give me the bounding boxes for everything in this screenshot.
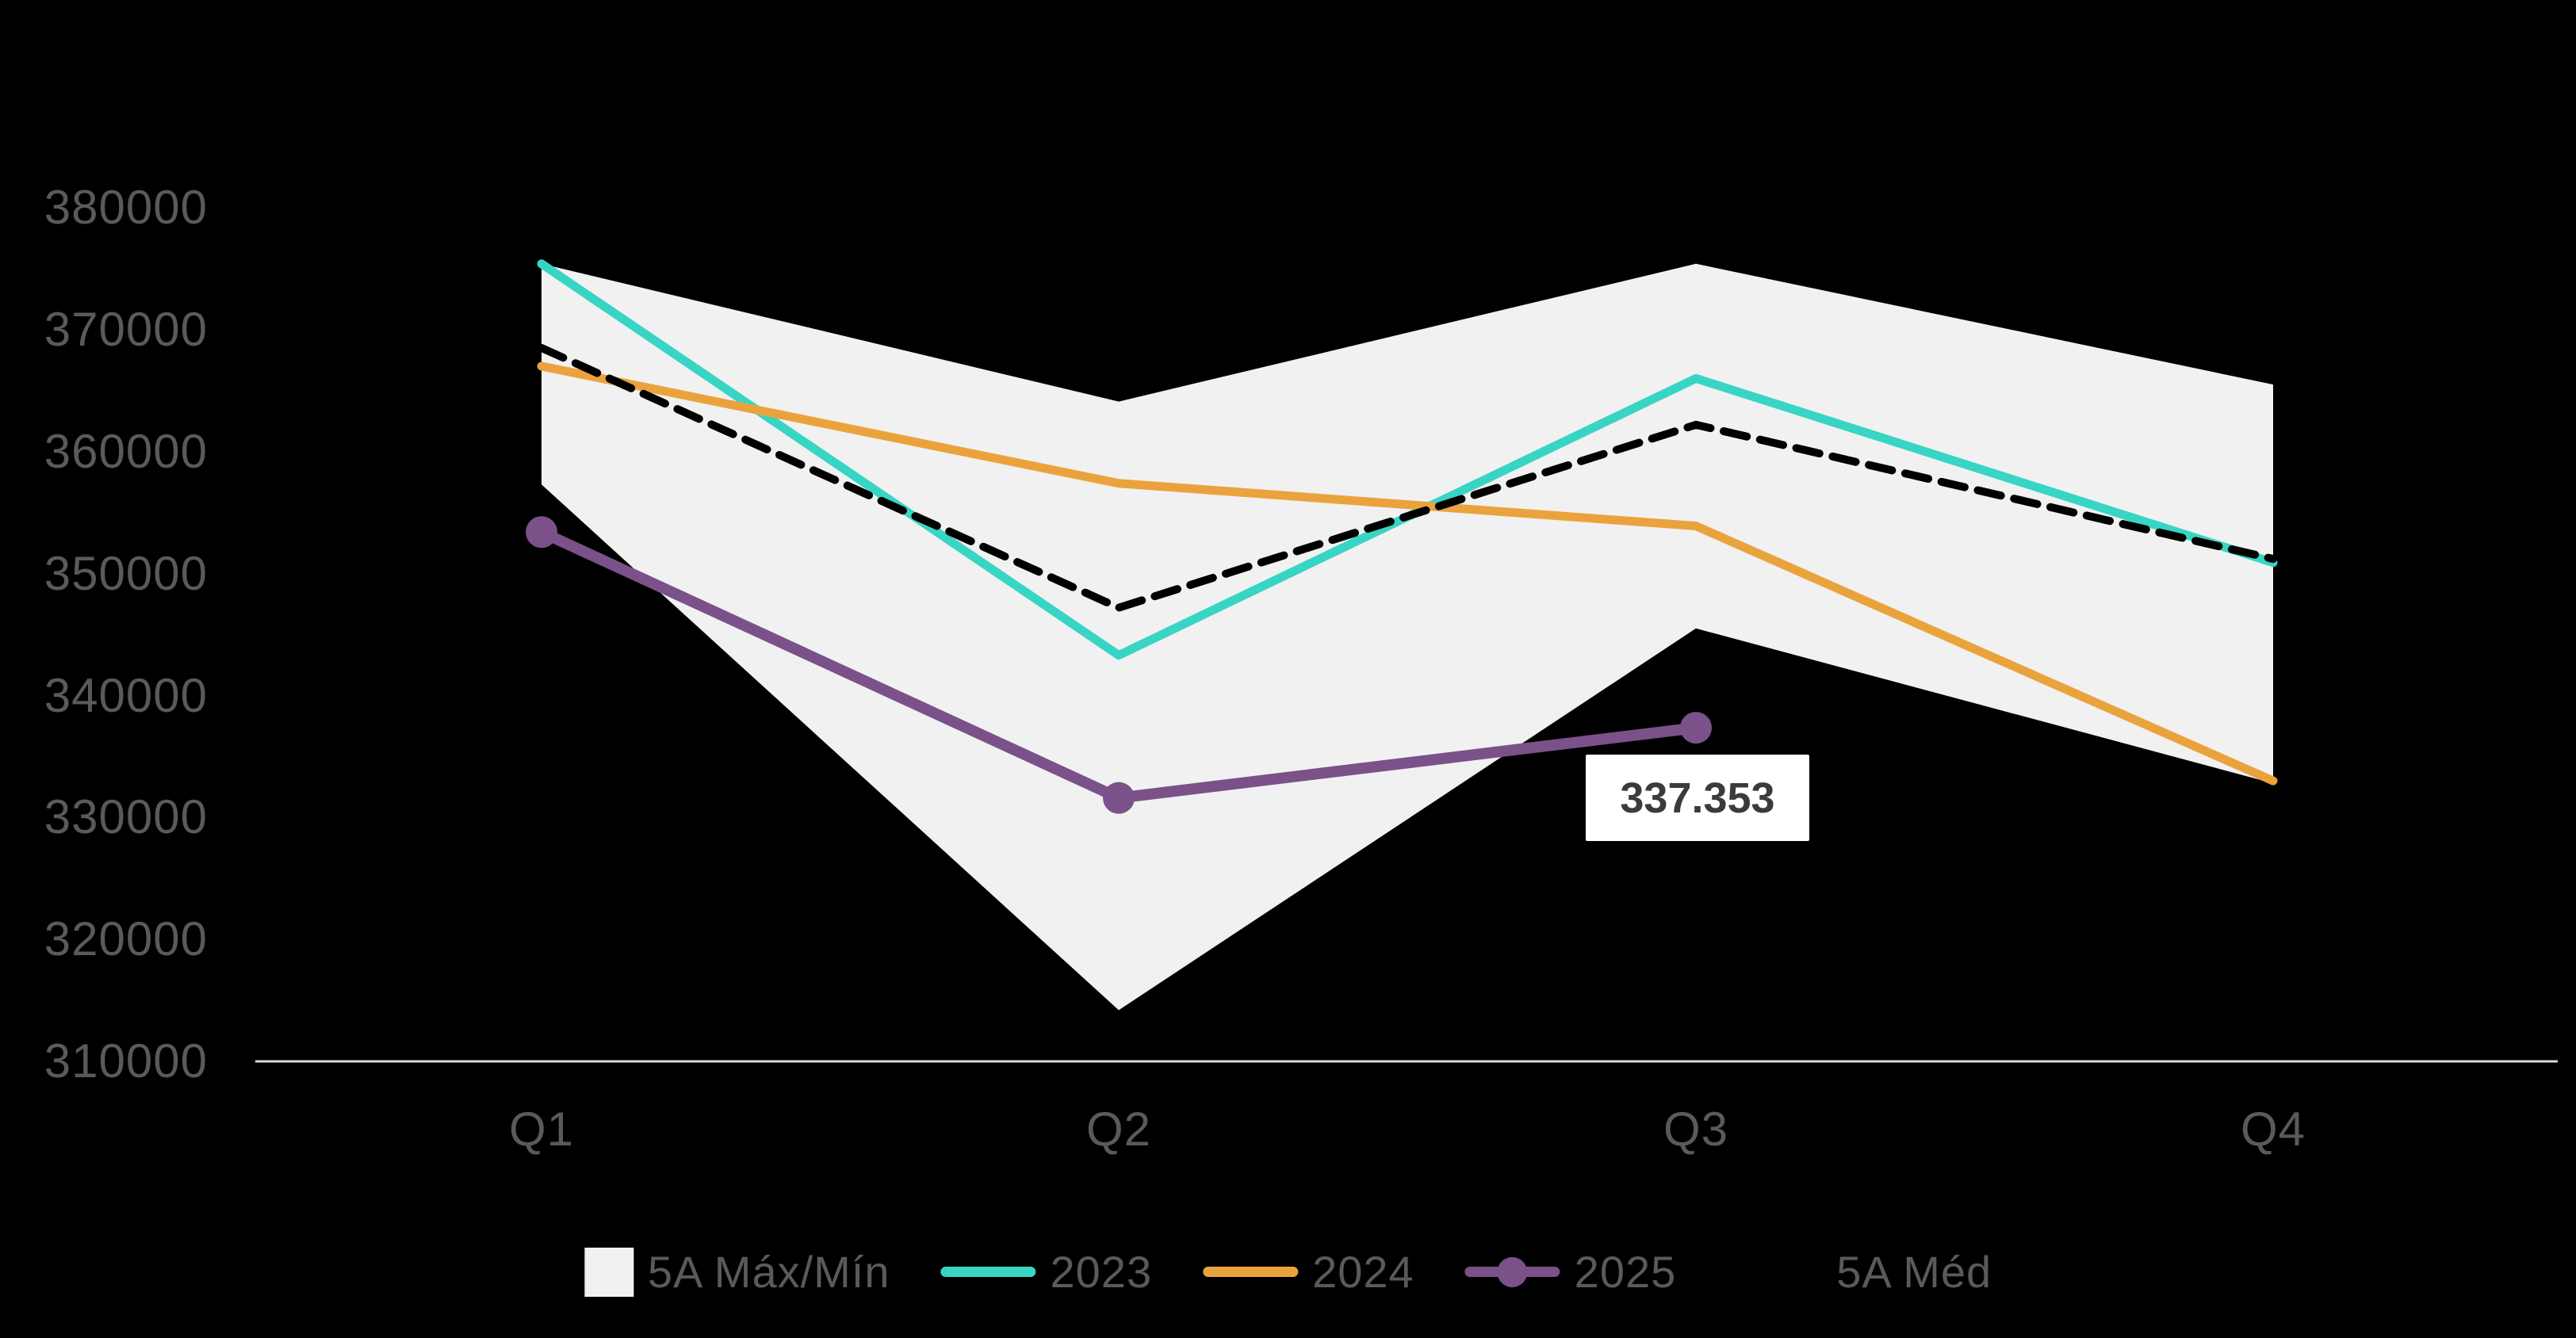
legend-item-band[interactable]: 5A Máx/Mín [584, 1246, 890, 1298]
data-label-value: 337.353 [1620, 774, 1775, 822]
y-tick-380000: 380000 [44, 181, 208, 234]
y-tick-320000: 320000 [44, 912, 208, 965]
data-point-2025-Q3[interactable] [1680, 712, 1712, 744]
legend-label: 2023 [1050, 1247, 1153, 1297]
line-swatch-2025-icon [1464, 1256, 1560, 1287]
y-tick-330000: 330000 [44, 790, 208, 843]
y-tick-370000: 370000 [44, 303, 208, 356]
line-swatch-2023-icon [940, 1267, 1036, 1277]
legend-item-2025[interactable]: 2025 [1464, 1246, 1677, 1298]
y-tick-350000: 350000 [44, 547, 208, 600]
line-swatch-2024-icon [1203, 1267, 1299, 1277]
legend-label: 2024 [1312, 1247, 1414, 1297]
legend: 5A Máx/Mín 2023 2024 2025 5A Méd [584, 1246, 1992, 1298]
legend-item-2023[interactable]: 2023 [940, 1246, 1153, 1298]
legend-label: 5A Máx/Mín [647, 1247, 890, 1297]
legend-label: 5A Méd [1836, 1247, 1992, 1297]
dashed-line-swatch-icon [1727, 1267, 1823, 1277]
y-tick-360000: 360000 [44, 425, 208, 478]
legend-item-2024[interactable]: 2024 [1203, 1246, 1414, 1298]
y-tick-310000: 310000 [44, 1034, 208, 1088]
x-tick-q4: Q4 [2240, 1103, 2306, 1156]
y-tick-340000: 340000 [44, 669, 208, 722]
x-tick-q1: Q1 [508, 1103, 575, 1156]
legend-item-med[interactable]: 5A Méd [1727, 1246, 1992, 1298]
legend-label: 2025 [1574, 1247, 1677, 1297]
line-5a-méd[interactable] [538, 343, 2277, 612]
data-label-2025-q3: 337.353 [1586, 755, 1809, 841]
band-area-max-min [542, 263, 2273, 1011]
data-point-2025-Q2[interactable] [1103, 782, 1135, 814]
x-tick-q3: Q3 [1663, 1103, 1729, 1156]
data-point-2025-Q1[interactable] [526, 516, 557, 549]
x-tick-q2: Q2 [1085, 1103, 1152, 1156]
line-2024[interactable] [537, 361, 2278, 786]
band-swatch-icon [584, 1247, 633, 1297]
